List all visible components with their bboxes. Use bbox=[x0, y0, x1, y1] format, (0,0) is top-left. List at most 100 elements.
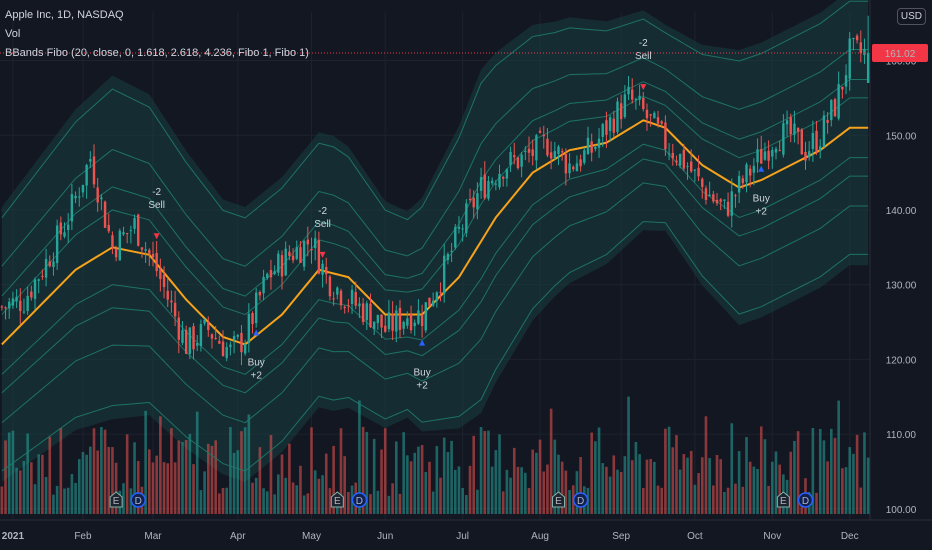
candle-body[interactable] bbox=[395, 310, 398, 332]
candle-body[interactable] bbox=[675, 160, 678, 163]
candle-body[interactable] bbox=[859, 42, 862, 53]
candle-body[interactable] bbox=[782, 123, 785, 155]
candle-body[interactable] bbox=[855, 35, 859, 41]
candle-body[interactable] bbox=[763, 151, 767, 160]
candle-body[interactable] bbox=[26, 295, 29, 312]
candle-body[interactable] bbox=[590, 141, 593, 153]
candle-body[interactable] bbox=[560, 151, 564, 153]
candle-body[interactable] bbox=[678, 153, 682, 166]
candle-body[interactable] bbox=[96, 187, 99, 203]
candle-body[interactable] bbox=[140, 247, 144, 250]
candle-body[interactable] bbox=[181, 330, 184, 343]
candle-body[interactable] bbox=[730, 191, 733, 216]
candle-body[interactable] bbox=[302, 241, 306, 267]
candle-body[interactable] bbox=[439, 291, 442, 293]
candle-body[interactable] bbox=[30, 291, 33, 298]
candle-body[interactable] bbox=[837, 84, 840, 119]
candle-body[interactable] bbox=[645, 109, 649, 119]
candle-body[interactable] bbox=[343, 306, 346, 309]
candle-body[interactable] bbox=[332, 298, 335, 300]
candle-body[interactable] bbox=[229, 344, 232, 348]
candle-body[interactable] bbox=[454, 227, 457, 248]
candle-body[interactable] bbox=[509, 151, 512, 166]
candle-body[interactable] bbox=[435, 292, 439, 301]
candle-body[interactable] bbox=[852, 37, 855, 39]
candle-body[interactable] bbox=[218, 340, 221, 344]
candle-body[interactable] bbox=[564, 154, 568, 174]
candle-body[interactable] bbox=[89, 159, 92, 162]
candle-body[interactable] bbox=[520, 154, 523, 167]
candle-body[interactable] bbox=[498, 173, 501, 188]
candle-body[interactable] bbox=[177, 317, 180, 340]
candle-body[interactable] bbox=[461, 228, 464, 230]
candle-body[interactable] bbox=[273, 271, 276, 275]
candle-body[interactable] bbox=[63, 232, 66, 237]
candle-body[interactable] bbox=[406, 318, 409, 326]
candle-body[interactable] bbox=[708, 194, 711, 197]
time-axis[interactable]: 2021 Feb Mar Apr May Jun Jul Aug Sep Oct Nov Dec bbox=[0, 519, 932, 550]
candle-body[interactable] bbox=[697, 167, 700, 177]
candle-body[interactable] bbox=[350, 289, 354, 304]
candle-body[interactable] bbox=[387, 312, 391, 330]
candle-body[interactable] bbox=[741, 178, 745, 184]
candle-body[interactable] bbox=[277, 253, 280, 273]
candle-body[interactable] bbox=[704, 188, 708, 200]
candle-body[interactable] bbox=[317, 239, 321, 274]
candle-body[interactable] bbox=[214, 338, 217, 340]
candle-body[interactable] bbox=[420, 314, 424, 327]
candle-body[interactable] bbox=[767, 150, 770, 161]
candle-body[interactable] bbox=[505, 169, 509, 179]
candle-body[interactable] bbox=[100, 197, 103, 200]
candle-body[interactable] bbox=[778, 150, 781, 152]
candle-body[interactable] bbox=[542, 134, 545, 137]
candle-body[interactable] bbox=[203, 319, 206, 324]
candle-body[interactable] bbox=[111, 235, 114, 248]
candle-body[interactable] bbox=[306, 239, 310, 245]
candle-body[interactable] bbox=[431, 300, 435, 306]
candle-body[interactable] bbox=[830, 100, 833, 121]
candle-body[interactable] bbox=[623, 94, 627, 118]
candle-body[interactable] bbox=[660, 121, 663, 124]
candle-body[interactable] bbox=[572, 166, 575, 170]
candle-body[interactable] bbox=[701, 178, 704, 187]
candle-body[interactable] bbox=[671, 152, 674, 159]
candle-body[interactable] bbox=[92, 156, 96, 185]
candle-body[interactable] bbox=[774, 148, 778, 153]
candle-body[interactable] bbox=[321, 263, 324, 275]
candle-body[interactable] bbox=[428, 297, 431, 307]
candle-body[interactable] bbox=[712, 194, 715, 202]
candle-body[interactable] bbox=[789, 117, 792, 135]
candle-body[interactable] bbox=[52, 261, 55, 268]
volume-indicator-label[interactable]: Vol bbox=[5, 28, 21, 40]
candle-body[interactable] bbox=[634, 98, 638, 100]
candle-body[interactable] bbox=[55, 225, 59, 264]
candle-body[interactable] bbox=[785, 120, 789, 125]
bbands-indicator-label[interactable]: BBands Fibo (20, close, 0, 1.618, 2.618,… bbox=[5, 47, 309, 59]
candle-body[interactable] bbox=[144, 249, 147, 251]
candle-body[interactable] bbox=[409, 314, 413, 331]
candle-body[interactable] bbox=[760, 149, 763, 164]
candle-body[interactable] bbox=[280, 255, 284, 277]
candle-body[interactable] bbox=[476, 193, 479, 210]
earnings-icon[interactable] bbox=[551, 491, 565, 508]
candle-body[interactable] bbox=[549, 152, 553, 159]
candle-body[interactable] bbox=[690, 161, 693, 172]
candle-body[interactable] bbox=[800, 129, 804, 155]
candle-body[interactable] bbox=[619, 103, 623, 120]
candle-body[interactable] bbox=[557, 146, 560, 155]
candle-body[interactable] bbox=[184, 329, 188, 354]
candle-body[interactable] bbox=[15, 296, 18, 302]
candle-body[interactable] bbox=[737, 175, 741, 193]
candle-body[interactable] bbox=[553, 151, 557, 159]
candle-body[interactable] bbox=[756, 149, 759, 163]
candle-body[interactable] bbox=[811, 133, 815, 150]
candle-body[interactable] bbox=[417, 310, 420, 324]
candle-body[interactable] bbox=[402, 321, 405, 329]
candle-body[interactable] bbox=[232, 336, 236, 341]
candle-body[interactable] bbox=[380, 314, 383, 328]
candle-body[interactable] bbox=[66, 224, 70, 230]
candle-body[interactable] bbox=[33, 279, 37, 300]
candle-body[interactable] bbox=[524, 150, 527, 152]
candle-body[interactable] bbox=[653, 112, 656, 119]
candle-body[interactable] bbox=[196, 343, 199, 346]
